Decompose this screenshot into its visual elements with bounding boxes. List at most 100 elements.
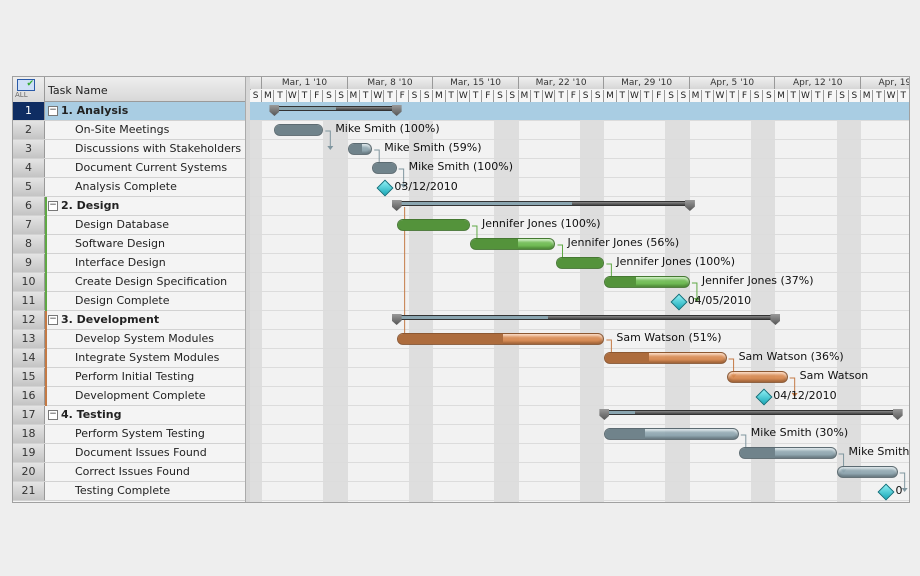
task-row[interactable]: 19 Document Issues Found [13,444,245,463]
task-bar[interactable] [604,352,727,364]
row-number[interactable]: 21 [13,482,45,500]
task-name[interactable]: Design Complete [75,294,170,307]
row-number[interactable]: 20 [13,463,45,481]
row-number[interactable]: 3 [13,140,45,158]
group-color-strip [45,387,47,406]
task-row[interactable]: 18 Perform System Testing [13,425,245,444]
row-number[interactable]: 19 [13,444,45,462]
resource-label: Jennifer Jones (56%) [567,236,680,249]
task-name[interactable]: Software Design [75,237,165,250]
row-number[interactable]: 12 [13,311,45,329]
row-number[interactable]: 18 [13,425,45,443]
task-row[interactable]: 6−2. Design [13,197,245,216]
group-color-strip [45,197,47,216]
task-row[interactable]: 12−3. Development [13,311,245,330]
row-number[interactable]: 10 [13,273,45,291]
task-name[interactable]: Design Database [75,218,169,231]
task-name[interactable]: Perform System Testing [75,427,205,440]
task-name[interactable]: Analysis Complete [75,180,177,193]
row-number[interactable]: 5 [13,178,45,196]
task-row[interactable]: 11 Design Complete [13,292,245,311]
summary-bar[interactable] [396,315,776,320]
day-header: S [665,90,678,102]
task-row[interactable]: 3 Discussions with Stakeholders [13,140,245,159]
task-row[interactable]: 8 Software Design [13,235,245,254]
task-row[interactable]: 4 Document Current Systems [13,159,245,178]
task-bar[interactable] [555,257,605,269]
row-number[interactable]: 11 [13,292,45,310]
task-bar[interactable] [347,143,373,155]
row-number[interactable]: 7 [13,216,45,234]
task-bar[interactable] [738,447,837,459]
task-bar[interactable] [372,162,397,174]
summary-bar[interactable] [604,410,898,415]
task-row[interactable]: 2 On-Site Meetings [13,121,245,140]
summary-bar[interactable] [274,106,397,111]
task-name[interactable]: Perform Initial Testing [75,370,195,383]
row-number[interactable]: 2 [13,121,45,139]
row-number[interactable]: 13 [13,330,45,348]
task-bar[interactable] [396,333,605,345]
task-name[interactable]: Development Complete [75,389,206,402]
task-row[interactable]: 5 Analysis Complete [13,178,245,197]
row-number[interactable]: 9 [13,254,45,272]
task-row[interactable]: 21 Testing Complete [13,482,245,501]
collapse-toggle-icon[interactable]: − [48,200,58,211]
task-bar[interactable] [836,466,898,478]
task-name[interactable]: Correct Issues Found [75,465,190,478]
task-row[interactable]: 1−1. Analysis [13,102,245,121]
day-header: F [482,90,495,102]
chart-row [250,349,909,368]
task-row[interactable]: 13 Develop System Modules [13,330,245,349]
group-color-strip [45,368,47,387]
task-row[interactable]: 15 Perform Initial Testing [13,368,245,387]
collapse-toggle-icon[interactable]: − [48,409,58,420]
row-number[interactable]: 4 [13,159,45,177]
task-row[interactable]: 14 Integrate System Modules [13,349,245,368]
task-row[interactable]: 20 Correct Issues Found [13,463,245,482]
row-number[interactable]: 16 [13,387,45,405]
select-all-button[interactable]: ✔ ALL [13,77,45,103]
task-name[interactable]: Testing Complete [75,484,171,497]
summary-bar[interactable] [396,201,690,206]
resource-label: Jennifer Jones (37%) [701,274,814,287]
row-number[interactable]: 14 [13,349,45,367]
task-row[interactable]: 10 Create Design Specification [13,273,245,292]
task-bar[interactable] [726,371,788,383]
task-name[interactable]: Document Current Systems [75,161,228,174]
task-name[interactable]: Interface Design [75,256,166,269]
task-bar[interactable] [396,219,470,231]
task-bar[interactable] [469,238,556,250]
task-bar[interactable] [274,124,324,136]
task-name-column-header[interactable]: Task Name [45,77,245,102]
day-header: S [323,90,336,102]
row-number[interactable]: 17 [13,406,45,424]
summary-task-name[interactable]: 4. Testing [61,408,122,421]
summary-task-name[interactable]: 3. Development [61,313,160,326]
collapse-toggle-icon[interactable]: − [48,105,58,116]
task-name[interactable]: Integrate System Modules [75,351,220,364]
task-name[interactable]: Document Issues Found [75,446,207,459]
task-row[interactable]: 17−4. Testing [13,406,245,425]
day-header: F [653,90,666,102]
task-name[interactable]: Create Design Specification [75,275,228,288]
collapse-toggle-icon[interactable]: − [48,314,58,325]
task-name[interactable]: On-Site Meetings [75,123,170,136]
row-number[interactable]: 1 [13,102,45,120]
resource-label: Mike Smith (3 [848,445,910,458]
task-row[interactable]: 7 Design Database [13,216,245,235]
resource-label: Sam Watson (36%) [738,350,844,363]
row-number[interactable]: 15 [13,368,45,386]
week-header: Mar, 1 '10 [262,77,348,89]
task-row[interactable]: 16 Development Complete [13,387,245,406]
summary-task-name[interactable]: 2. Design [61,199,120,212]
task-name[interactable]: Discussions with Stakeholders [75,142,242,155]
chart-row [250,235,909,254]
task-bar[interactable] [604,428,739,440]
summary-task-name[interactable]: 1. Analysis [61,104,129,117]
task-row[interactable]: 9 Interface Design [13,254,245,273]
task-name[interactable]: Develop System Modules [75,332,215,345]
row-number[interactable]: 6 [13,197,45,215]
row-number[interactable]: 8 [13,235,45,253]
task-bar[interactable] [604,276,690,288]
